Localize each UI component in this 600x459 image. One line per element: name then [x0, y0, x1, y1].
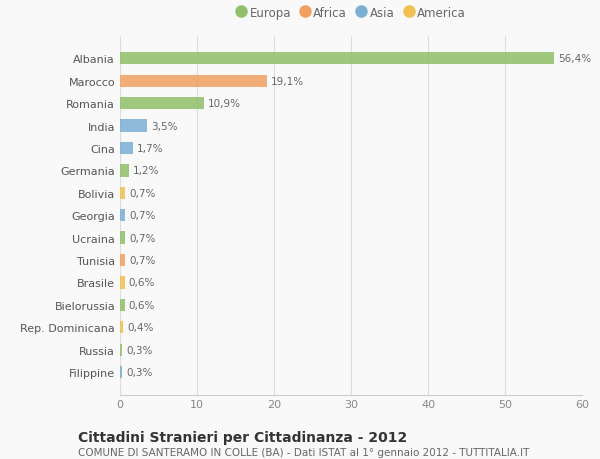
Text: 0,4%: 0,4%: [127, 323, 154, 333]
Bar: [120, 299, 125, 311]
Text: 56,4%: 56,4%: [558, 54, 591, 64]
Bar: [120, 254, 125, 267]
Text: 1,2%: 1,2%: [133, 166, 160, 176]
Legend: Europa, Africa, Asia, America: Europa, Africa, Asia, America: [236, 7, 466, 20]
Text: 0,3%: 0,3%: [126, 367, 152, 377]
Text: COMUNE DI SANTERAMO IN COLLE (BA) - Dati ISTAT al 1° gennaio 2012 - TUTTITALIA.I: COMUNE DI SANTERAMO IN COLLE (BA) - Dati…: [78, 448, 529, 458]
Bar: [120, 165, 129, 177]
Bar: [120, 187, 125, 200]
Text: 0,7%: 0,7%: [129, 188, 155, 198]
Text: 0,7%: 0,7%: [129, 256, 155, 265]
Bar: [120, 366, 122, 379]
Bar: [120, 344, 122, 356]
Bar: [120, 277, 125, 289]
Text: 3,5%: 3,5%: [151, 121, 178, 131]
Bar: [120, 232, 125, 244]
Text: 0,7%: 0,7%: [129, 211, 155, 221]
Bar: [120, 210, 125, 222]
Bar: [120, 98, 204, 110]
Text: 10,9%: 10,9%: [208, 99, 241, 109]
Bar: [120, 75, 267, 88]
Text: 0,6%: 0,6%: [128, 278, 155, 288]
Text: Cittadini Stranieri per Cittadinanza - 2012: Cittadini Stranieri per Cittadinanza - 2…: [78, 431, 407, 444]
Text: 19,1%: 19,1%: [271, 77, 304, 86]
Text: 0,3%: 0,3%: [126, 345, 152, 355]
Text: 0,6%: 0,6%: [128, 300, 155, 310]
Text: 0,7%: 0,7%: [129, 233, 155, 243]
Bar: [120, 142, 133, 155]
Bar: [120, 53, 554, 65]
Bar: [120, 321, 123, 334]
Bar: [120, 120, 147, 132]
Text: 1,7%: 1,7%: [137, 144, 163, 154]
